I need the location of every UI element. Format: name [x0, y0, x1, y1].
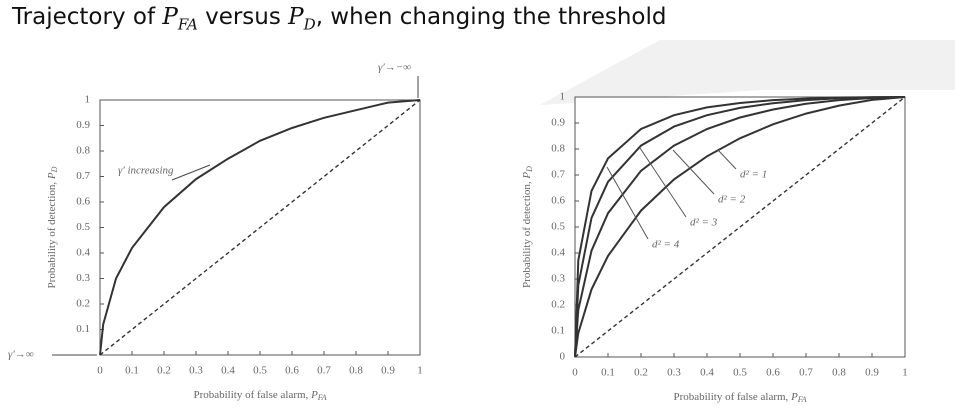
x-tick-label: 0.9	[381, 365, 395, 377]
x-tick-label: 0.3	[189, 365, 203, 377]
annotation-arrow	[171, 164, 211, 181]
y-tick-label: 0.8	[76, 145, 90, 157]
title-subscript: FA	[177, 15, 198, 34]
x-axis-label: Probability of false alarm, PFA	[673, 391, 806, 404]
title-part: Trajectory of	[12, 4, 163, 30]
x-tick-label: 0	[97, 365, 103, 377]
x-tick-label: 1	[417, 365, 423, 377]
x-tick-label: 0.3	[667, 367, 681, 379]
curve-label: d² = 2	[718, 194, 746, 206]
x-tick-label: 0.6	[766, 367, 780, 379]
x-tick-label: 0.8	[832, 367, 846, 379]
x-tick-label: 0.5	[733, 367, 747, 379]
annotation: γ′ increasing	[118, 165, 174, 177]
x-axis-label-part: P	[310, 389, 318, 401]
y-axis-label-part: P	[521, 172, 533, 180]
curve-label: d² = 3	[690, 217, 718, 229]
x-tick-label: 0.2	[634, 367, 648, 379]
y-axis-label: Probability of detection, PD	[521, 166, 534, 288]
x-tick-label: 0.4	[221, 365, 235, 377]
y-axis-label-part: Probability of detection,	[46, 179, 58, 288]
x-axis-label-part: P	[790, 391, 798, 403]
diagonal-line	[99, 99, 421, 356]
annotation: γ′→−∞	[378, 62, 411, 74]
roc-curve	[574, 96, 906, 358]
y-tick-label: 0.4	[551, 247, 565, 259]
roc-curve	[99, 99, 421, 356]
y-axis-label-part: Probability of detection,	[521, 179, 533, 288]
curve-label: d² = 4	[652, 239, 680, 251]
y-tick-label: 0.4	[76, 247, 90, 259]
x-tick-label: 0.5	[253, 365, 267, 377]
y-axis-label: Probability of detection, PD	[46, 166, 59, 288]
label-arrow	[639, 147, 687, 218]
y-tick-label: 0.2	[76, 298, 90, 310]
title-part: P	[288, 4, 304, 30]
x-tick-label: 0.7	[799, 367, 813, 379]
diagonal-line	[574, 96, 906, 358]
x-axis-label: Probability of false alarm, PFA	[193, 389, 326, 402]
y-tick-label: 0.9	[76, 119, 90, 131]
annotation: γ′→∞	[8, 349, 34, 361]
y-tick-label: 0.7	[76, 170, 90, 182]
x-tick-label: 0.7	[317, 365, 331, 377]
title-part: , when changing the threshold	[315, 4, 667, 30]
curve-label: d² = 1	[740, 169, 767, 181]
title-part: versus	[197, 4, 289, 30]
y-tick-label: 0.3	[76, 272, 90, 284]
y-tick-label: 0.8	[551, 143, 565, 155]
y-tick-label: 0.6	[551, 195, 565, 207]
y-tick-label: 0.1	[551, 325, 565, 337]
label-arrow	[717, 149, 737, 170]
y-tick-label: 0.6	[76, 196, 90, 208]
y-tick-label: 1	[560, 91, 566, 103]
label-arrow	[672, 149, 715, 195]
y-tick-label: 1	[85, 94, 91, 106]
y-tick-label: 0	[560, 351, 566, 363]
x-axis-label-subscript: FA	[797, 395, 807, 404]
x-tick-label: 0.6	[285, 365, 299, 377]
x-tick-label: 0.8	[349, 365, 363, 377]
background-shape	[540, 40, 955, 105]
title-part: P	[162, 4, 178, 30]
y-tick-label: 0.9	[551, 117, 565, 129]
y-tick-label: 0.2	[551, 299, 565, 311]
title-subscript: D	[303, 15, 316, 34]
x-tick-label: 0.9	[865, 367, 879, 379]
roc-curve	[574, 96, 906, 358]
x-axis-label-part: Probability of false alarm,	[673, 391, 791, 403]
y-tick-label: 0.5	[76, 221, 90, 233]
roc-curve	[574, 96, 906, 358]
x-tick-label: 0.1	[601, 367, 615, 379]
x-tick-label: 0	[572, 367, 578, 379]
y-axis-label-subscript: D	[525, 166, 534, 173]
x-axis-label-subscript: FA	[317, 393, 327, 402]
x-tick-label: 0.4	[700, 367, 714, 379]
x-tick-label: 0.1	[125, 365, 139, 377]
x-axis-label-part: Probability of false alarm,	[193, 389, 311, 401]
y-axis-label-part: P	[46, 172, 58, 180]
y-tick-label: 0.1	[76, 323, 90, 335]
label-arrow	[606, 166, 649, 240]
slide-title: Trajectory of PFA versus PD, when changi…	[12, 4, 666, 34]
x-tick-label: 0.2	[157, 365, 171, 377]
y-tick-label: 0.5	[551, 221, 565, 233]
y-tick-label: 0.7	[551, 169, 565, 181]
y-axis-label-subscript: D	[50, 166, 59, 173]
x-tick-label: 1	[902, 367, 908, 379]
y-tick-label: 0.3	[551, 273, 565, 285]
